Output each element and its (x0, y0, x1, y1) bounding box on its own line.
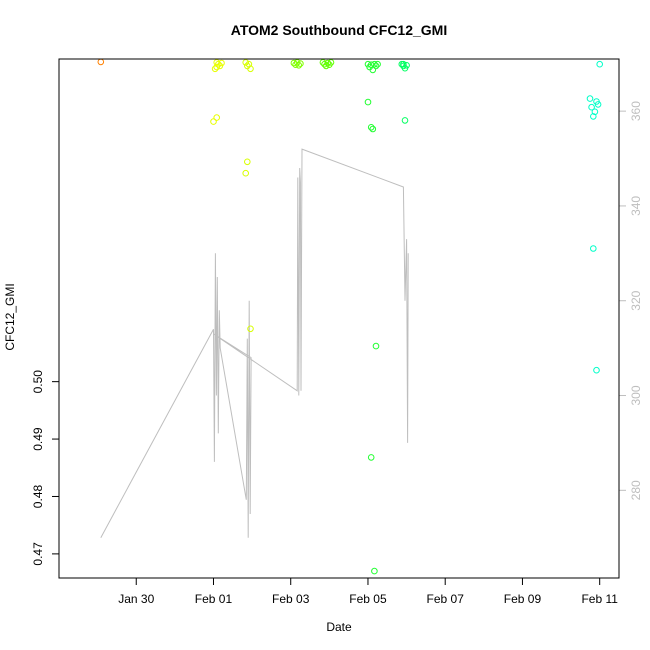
data-point (594, 101, 602, 108)
data-point (372, 62, 380, 70)
line-series (100, 148, 409, 538)
x-tick-label: Feb 11 (581, 592, 618, 606)
x-tick-label: Feb 05 (349, 592, 387, 606)
point-series (97, 58, 604, 575)
x-tick-label: Feb 07 (427, 592, 465, 606)
data-point (213, 114, 220, 121)
data-point (242, 59, 249, 66)
data-point (401, 117, 409, 124)
data-point (588, 103, 595, 111)
y-right-tick-label: 340 (629, 196, 643, 216)
y-right-tick-label: 300 (629, 385, 643, 405)
data-point (591, 108, 599, 116)
y-left-tick-label: 0.49 (31, 427, 45, 451)
data-point (367, 124, 375, 131)
data-point (400, 60, 407, 68)
y-left-tick-label: 0.50 (31, 370, 45, 394)
x-tick-label: Jan 30 (118, 592, 154, 606)
x-tick-label: Feb 09 (504, 592, 542, 606)
data-point (371, 567, 378, 575)
data-point (324, 59, 332, 67)
data-point (374, 60, 381, 68)
data-point (210, 118, 217, 125)
y-right-tick-label: 280 (629, 480, 643, 500)
data-point (247, 65, 254, 73)
data-point (364, 98, 372, 106)
y-left-tick-label: 0.47 (31, 542, 45, 566)
y-left-tick-label: 0.48 (31, 484, 45, 508)
data-point (596, 60, 604, 68)
data-point (218, 59, 225, 67)
data-point (586, 95, 594, 102)
data-point (593, 366, 600, 374)
data-point (242, 169, 249, 177)
data-point (211, 65, 219, 73)
data-point (403, 62, 410, 69)
data-point (215, 60, 222, 68)
data-point (245, 60, 253, 68)
data-point (297, 60, 304, 67)
data-point (590, 113, 597, 120)
x-tick-label: Feb 01 (195, 592, 233, 606)
y-right-tick-label: 320 (629, 290, 643, 310)
chart-title: ATOM2 Southbound CFC12_GMI (231, 22, 447, 38)
y-right-tick-label: 360 (629, 101, 643, 121)
data-point (372, 342, 380, 350)
x-axis-label: Date (326, 620, 352, 634)
data-point (369, 125, 377, 133)
plot-frame (58, 58, 620, 579)
series-line (100, 148, 409, 538)
data-point (244, 158, 251, 166)
data-point (590, 245, 597, 252)
data-point (247, 325, 254, 333)
data-point (295, 62, 303, 69)
data-point (327, 59, 335, 66)
axes: Jan 30 Feb 01 Feb 03 Feb 05 Feb 07 Feb 09 Feb … (31, 101, 643, 606)
x-tick-label: Feb 03 (272, 592, 310, 606)
data-point (371, 60, 378, 68)
data-point (367, 454, 375, 461)
y-axis-label: CFC12_GMI (3, 283, 17, 350)
data-point (369, 66, 377, 74)
data-point (321, 60, 328, 68)
